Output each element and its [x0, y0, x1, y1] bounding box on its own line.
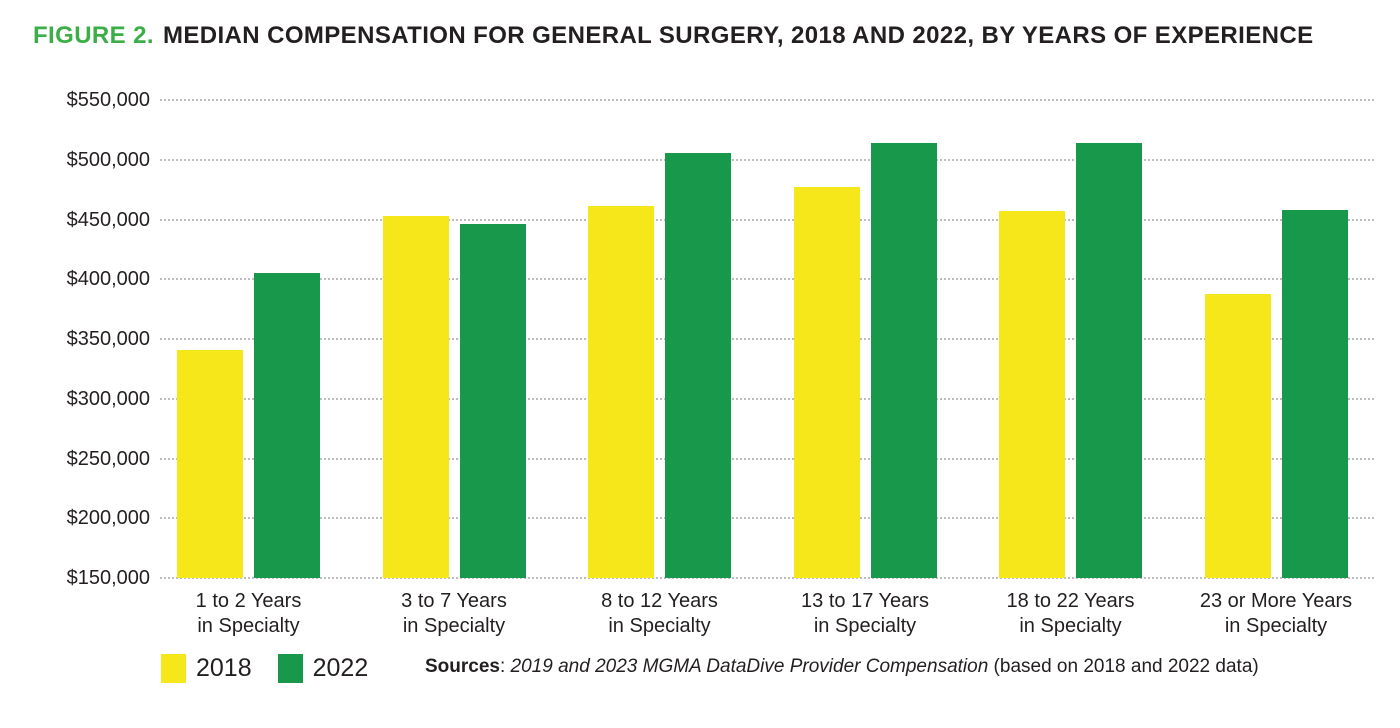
gridline	[160, 457, 1374, 460]
bar-2022	[665, 152, 731, 578]
gridline	[160, 158, 1374, 161]
sources-label: Sources	[425, 656, 500, 677]
gridline	[160, 338, 1374, 340]
x-axis-category-label: 23 or More Years in Specialty	[1199, 590, 1353, 637]
bar-2022	[254, 273, 320, 578]
y-axis-tick-label: $450,000	[66, 208, 150, 231]
bar-2018	[588, 206, 654, 578]
figure-title: FIGURE 2. MEDIAN COMPENSATION FOR GENERAL…	[33, 22, 1314, 50]
legend-label-2018: 2018	[196, 653, 252, 682]
x-axis-category-label: 13 to 17 Years in Specialty	[801, 590, 929, 637]
chart-footer: 2018 2022 Sources: 2019 and 2023 MGMA Da…	[0, 648, 1400, 694]
gridline	[160, 99, 1374, 101]
bar-2018	[793, 187, 860, 578]
figure-number: FIGURE 2.	[33, 22, 154, 49]
x-axis-category-label: 3 to 7 Years in Specialty	[401, 590, 507, 637]
y-axis-tick-label: $350,000	[66, 328, 150, 350]
bar-2022	[459, 224, 526, 578]
gridline	[160, 577, 1374, 579]
y-axis-tick-label: $250,000	[66, 447, 150, 470]
sources-citation: 2019 and 2023 MGMA DataDive Provider Com…	[510, 656, 989, 677]
y-axis-tick-label: $550,000	[66, 89, 150, 111]
y-axis-tick-label: $200,000	[66, 507, 150, 530]
sources-suffix: (based on 2018 and 2022 data)	[988, 656, 1259, 677]
x-axis-category-label: 1 to 2 Years in Specialty	[195, 590, 302, 637]
bar-2022	[1076, 143, 1142, 578]
x-axis-category-label: 18 to 22 Years in Specialty	[1006, 590, 1135, 637]
bar-2022	[870, 143, 937, 578]
gridline	[160, 218, 1374, 221]
figure-title-text: MEDIAN COMPENSATION FOR GENERAL SURGERY,…	[162, 22, 1314, 49]
bar-2022	[1281, 209, 1348, 578]
y-axis-tick-label: $500,000	[66, 148, 150, 171]
bar-2018	[1204, 293, 1271, 578]
gridline	[160, 397, 1374, 400]
legend-label-2022: 2022	[312, 653, 369, 682]
chart-legend: 2018 2022	[161, 648, 394, 688]
bar-2018	[382, 215, 449, 578]
legend-swatch-2018	[161, 653, 186, 683]
y-axis-tick-label: $400,000	[66, 268, 150, 291]
sources-note: Sources: 2019 and 2023 MGMA DataDive Pro…	[425, 656, 1259, 678]
legend-swatch-2022	[277, 653, 303, 683]
y-axis-tick-label: $300,000	[66, 387, 150, 410]
bar-2018	[177, 349, 243, 578]
sources-separator: :	[499, 656, 511, 677]
gridline	[160, 517, 1374, 520]
gridline	[160, 278, 1374, 281]
y-axis-tick-label: $150,000	[66, 567, 150, 589]
x-axis-category-label: 8 to 12 Years in Specialty	[601, 590, 718, 637]
bar-2018	[999, 211, 1065, 578]
